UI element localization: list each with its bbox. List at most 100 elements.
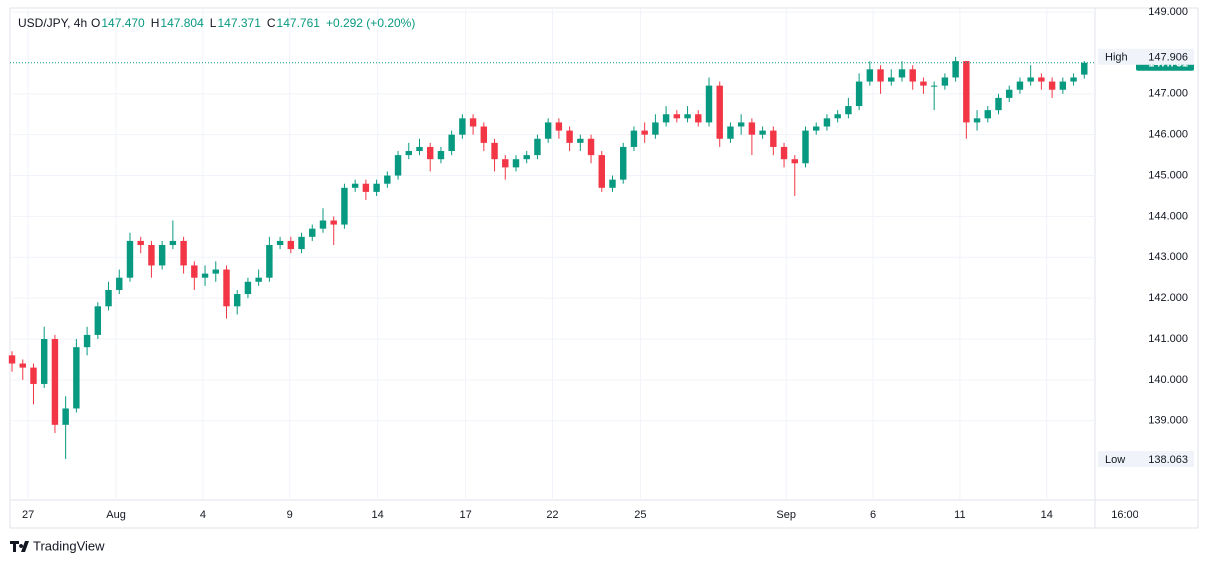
- candle-body: [995, 97, 1002, 111]
- candle-body: [1048, 81, 1056, 90]
- candle-body: [920, 81, 927, 86]
- candle-body: [1027, 77, 1034, 82]
- y-tick-label: 142.000: [1148, 292, 1188, 304]
- candle-body: [888, 77, 895, 82]
- candle-body: [619, 146, 627, 180]
- candle-body: [652, 122, 659, 135]
- legend-header: USD/JPY, 4h O 147.470 H 147.804 L 147.371 C 147…: [18, 16, 415, 30]
- candle-body: [555, 122, 563, 131]
- candle-body: [469, 118, 477, 127]
- candle-body: [276, 240, 284, 246]
- candle-body: [609, 179, 616, 188]
- candle-body: [705, 85, 713, 123]
- candle-body: [309, 228, 316, 237]
- candle-body: [169, 240, 177, 246]
- x-tick-label: 17: [459, 509, 471, 521]
- symbol: USD/JPY, 4h: [18, 16, 87, 30]
- range-marker-name: High: [1105, 52, 1128, 64]
- candle-body: [577, 138, 584, 143]
- x-tick-label: 11: [954, 509, 965, 521]
- candle-body: [630, 130, 638, 147]
- candle-body: [105, 289, 112, 307]
- candle-body: [448, 134, 455, 152]
- brand: TradingView: [10, 538, 105, 553]
- ohlc-key: O: [91, 16, 100, 30]
- x-tick-label: 16:00: [1111, 509, 1139, 521]
- candle-body: [62, 408, 69, 425]
- candle-body: [148, 245, 155, 266]
- candle-body: [180, 240, 187, 266]
- y-tick-label: 147.000: [1148, 88, 1188, 100]
- x-tick-label: 14: [1041, 509, 1053, 521]
- candles: [8, 56, 1088, 460]
- range-marker-value: 147.906: [1148, 52, 1188, 64]
- x-tick-label: 22: [546, 509, 558, 521]
- candle-body: [191, 265, 198, 278]
- candle-body: [491, 142, 498, 160]
- candle-body: [727, 126, 734, 139]
- candle-body: [373, 183, 380, 192]
- candle-body: [973, 118, 981, 123]
- candle-body: [8, 355, 16, 364]
- x-tick-label: Aug: [106, 509, 126, 521]
- candle-body: [963, 61, 970, 123]
- brand-logo: [10, 541, 29, 552]
- x-tick-label: 9: [287, 509, 293, 521]
- grid: [10, 8, 1095, 500]
- candle-body: [1038, 77, 1045, 82]
- candle-body: [898, 69, 906, 78]
- candle-body: [587, 138, 595, 156]
- x-tick-label: 27: [22, 509, 34, 521]
- candle-body: [255, 277, 262, 282]
- y-tick-label: 139.000: [1148, 415, 1188, 427]
- candle-body: [770, 130, 777, 147]
- candle-body: [319, 220, 327, 229]
- candle-body: [405, 151, 412, 156]
- candle-body: [1081, 62, 1088, 75]
- candle-body: [244, 281, 252, 295]
- candle-body: [866, 69, 874, 82]
- y-tick-label: 144.000: [1148, 210, 1188, 222]
- candle-body: [351, 183, 359, 188]
- candle-body: [19, 363, 26, 368]
- candle-body: [695, 114, 702, 123]
- candle-body: [748, 122, 756, 135]
- candle-body: [298, 236, 305, 250]
- y-tick-label: 145.000: [1148, 169, 1188, 181]
- candle-body: [952, 61, 959, 78]
- x-tick-label: 25: [634, 509, 646, 521]
- candle-body: [1016, 81, 1024, 90]
- candle-body: [791, 159, 798, 164]
- chart-frame: [9, 7, 1199, 529]
- candle-body: [158, 245, 166, 266]
- candle-body: [534, 138, 541, 156]
- candle-body: [941, 77, 949, 86]
- ohlc-key: L: [210, 16, 217, 30]
- ohlc-key: H: [151, 16, 160, 30]
- candle-body: [845, 106, 852, 115]
- candle-body: [716, 85, 723, 139]
- x-tick-label: 14: [372, 509, 384, 521]
- candle-body: [523, 155, 530, 160]
- candle-body: [73, 347, 80, 409]
- candle-body: [566, 130, 573, 143]
- y-tick-label: 143.000: [1148, 251, 1188, 263]
- candle-body: [834, 114, 841, 119]
- ohlc-value: 147.761: [277, 16, 321, 30]
- ohlc-value: 147.470: [101, 16, 145, 30]
- candle-body: [362, 183, 370, 192]
- candle-body: [51, 338, 59, 425]
- candle-body: [855, 81, 863, 107]
- x-tick-label: Sep: [776, 509, 796, 521]
- candle-body: [30, 367, 37, 384]
- candle-body: [94, 306, 102, 335]
- candle-body: [426, 146, 434, 160]
- candle-body: [759, 130, 766, 135]
- candle-body: [737, 122, 745, 127]
- candle-body: [459, 118, 466, 135]
- candle-body: [437, 151, 445, 160]
- candle-body: [223, 269, 230, 307]
- candle-body: [116, 277, 123, 290]
